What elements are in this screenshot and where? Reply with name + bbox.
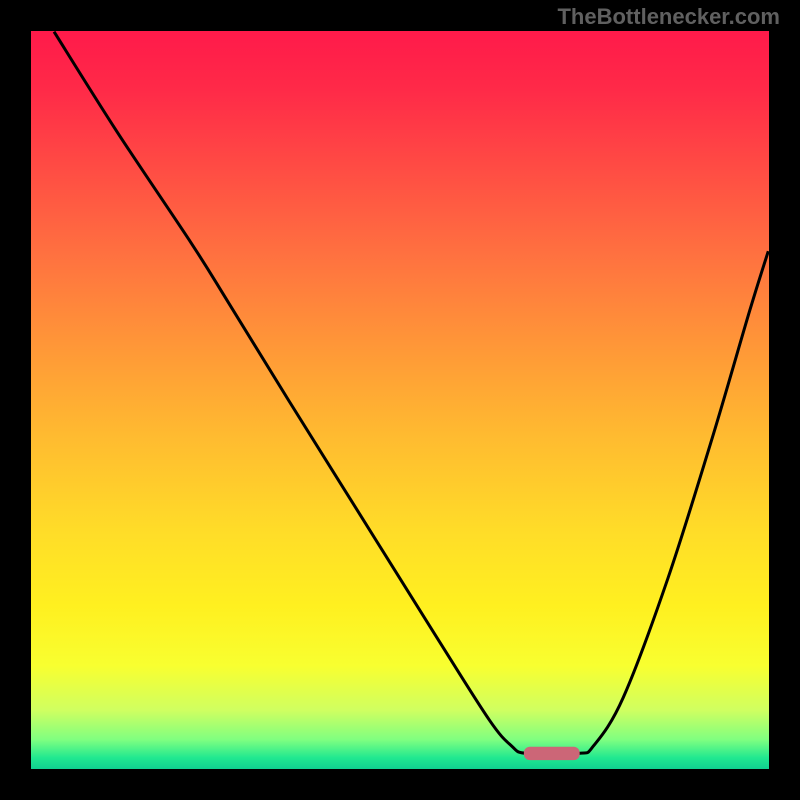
- chart-background: [31, 31, 769, 769]
- chart-svg: [28, 28, 772, 772]
- chart-container: [28, 28, 772, 772]
- watermark-text: TheBottlenecker.com: [557, 4, 780, 30]
- optimal-marker: [524, 747, 580, 760]
